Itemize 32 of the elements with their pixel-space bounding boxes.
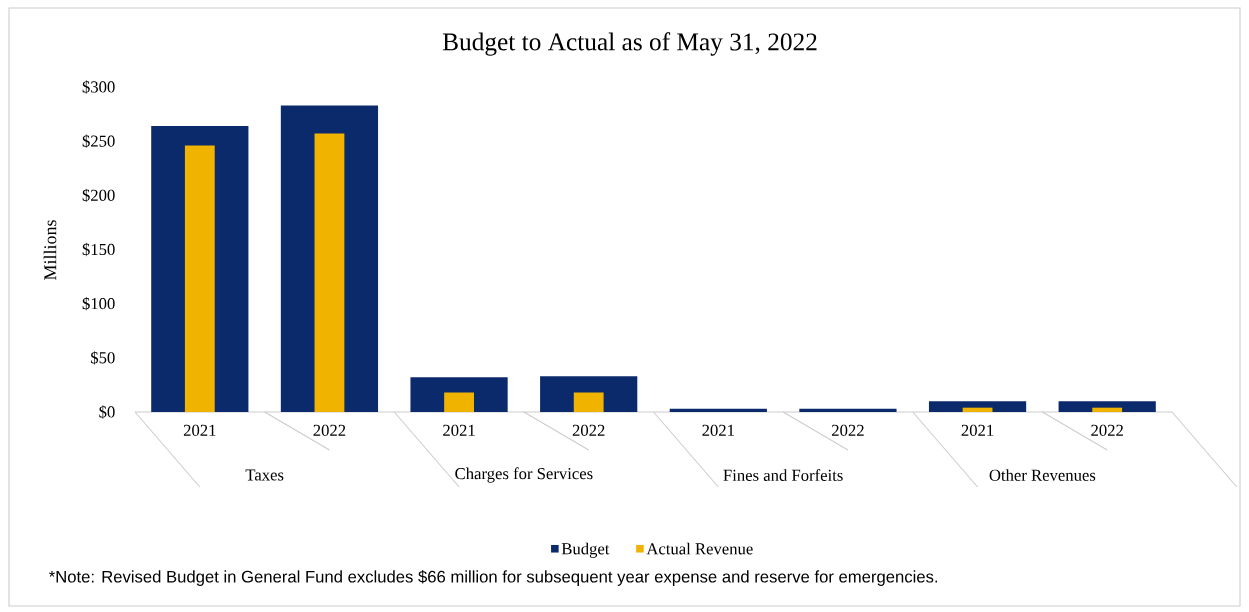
x-tick-label: 2022 <box>572 424 605 436</box>
y-tick-label: $0 <box>99 405 115 419</box>
y-axis-title: Millions <box>43 220 57 280</box>
x-tick-label: 2022 <box>313 424 346 436</box>
text: Other Revenues <box>989 469 1096 481</box>
bar <box>184 145 215 412</box>
chart-title: Budget to Actual as of May 31, 2022 <box>442 32 817 56</box>
x-tick-label: 2022 <box>832 424 864 436</box>
y-tick-label: $250 <box>82 134 115 148</box>
y-tick-label: $300 <box>82 80 115 94</box>
y-tick-label: $50 <box>91 351 115 365</box>
x-tick-label: 2021 <box>183 424 216 436</box>
bar <box>573 392 604 412</box>
legend-label: Actual Revenue <box>646 542 753 555</box>
x-tick-label: 2022 <box>1091 424 1123 436</box>
bar <box>1092 407 1123 412</box>
bar <box>314 133 345 412</box>
text: *Note: Revised Budget in General Fund excludes $66 million for subsequent year expense and reserve for emergencies. <box>48 570 938 586</box>
text: Fines and Forfeits <box>723 469 843 481</box>
y-tick-label: $100 <box>82 297 115 311</box>
legend-label: Budget <box>561 542 610 558</box>
bar <box>444 392 474 412</box>
bar <box>962 407 993 412</box>
bar <box>669 408 767 412</box>
text: Charges for Services <box>455 467 593 483</box>
x-tick-label: 2021 <box>702 424 734 436</box>
x-tick-label: 2021 <box>961 424 994 436</box>
x-tick-label: 2021 <box>443 424 475 436</box>
bar <box>799 408 897 412</box>
text: Taxes <box>245 469 284 481</box>
y-tick-label: $150 <box>82 242 115 257</box>
y-tick-label: $200 <box>82 188 115 203</box>
